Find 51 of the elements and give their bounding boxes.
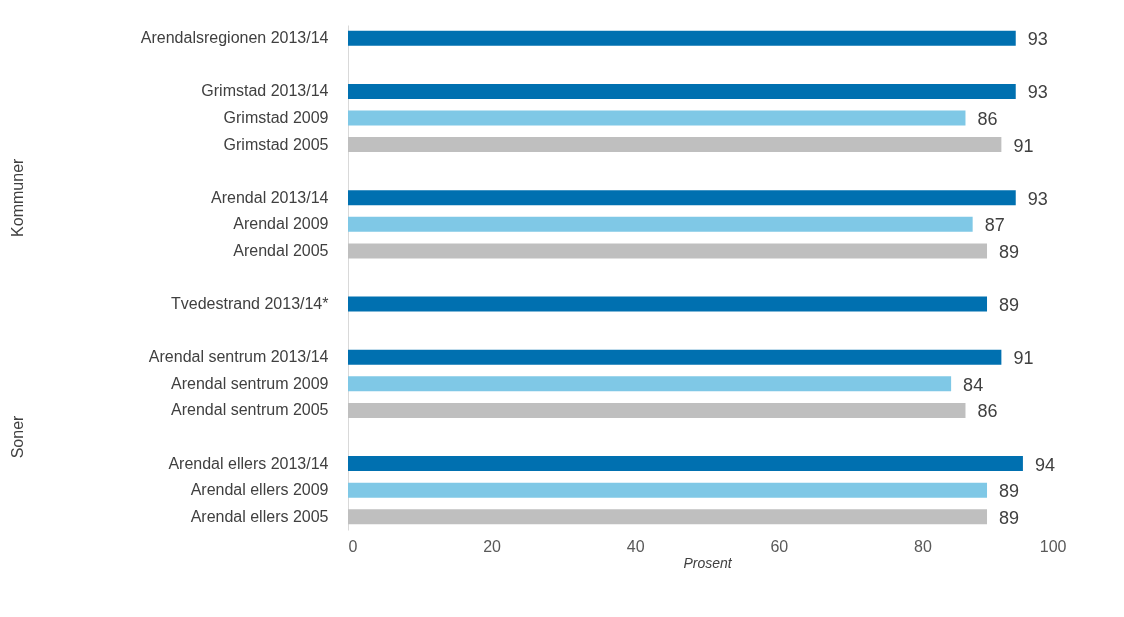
data-label: 91 bbox=[1013, 135, 1034, 156]
y-tick-label: Grimstad 2013/14 bbox=[201, 82, 329, 100]
data-label: 89 bbox=[999, 507, 1020, 528]
data-label: 89 bbox=[999, 241, 1020, 262]
text: Soner bbox=[9, 414, 26, 459]
y-tick-label: Arendal ellers 2009 bbox=[190, 481, 329, 499]
data-label: 87 bbox=[984, 215, 1005, 236]
bar bbox=[348, 296, 988, 312]
y-tick-label: Arendal 2005 bbox=[233, 241, 329, 259]
x-tick-label: 80 bbox=[914, 537, 932, 555]
y-tick-label: Arendal ellers 2005 bbox=[190, 507, 329, 525]
data-label: 89 bbox=[999, 481, 1020, 502]
bar bbox=[348, 110, 966, 126]
bar bbox=[348, 456, 1023, 472]
x-axis-title: Prosent bbox=[683, 554, 733, 571]
data-label: 86 bbox=[977, 401, 998, 422]
y-tick-label: Grimstad 2009 bbox=[223, 109, 329, 127]
y-tick-label: Arendal 2013/14 bbox=[211, 188, 329, 206]
x-tick-label: 100 bbox=[1039, 537, 1067, 555]
data-label: 93 bbox=[1027, 29, 1048, 50]
bar bbox=[348, 349, 1002, 365]
bar bbox=[348, 243, 988, 259]
data-label: 91 bbox=[1013, 348, 1034, 369]
bar bbox=[348, 482, 988, 498]
bar bbox=[348, 402, 966, 418]
y-tick-label: Arendal ellers 2013/14 bbox=[168, 454, 329, 472]
data-label: 93 bbox=[1027, 82, 1048, 103]
x-tick-label: 0 bbox=[348, 537, 358, 555]
y-tick-label: Arendal sentrum 2009 bbox=[171, 374, 329, 392]
x-tick-label: 40 bbox=[626, 537, 645, 555]
data-label: 94 bbox=[1034, 454, 1055, 475]
bar bbox=[348, 190, 1016, 206]
bar bbox=[348, 509, 988, 525]
bar bbox=[348, 376, 952, 392]
bar bbox=[348, 216, 973, 232]
x-tick-label: 20 bbox=[483, 537, 502, 555]
y-tick-label: Arendalsregionen 2013/14 bbox=[140, 29, 329, 47]
y-tick-label: Arendal 2009 bbox=[233, 215, 329, 233]
x-tick-label: 60 bbox=[770, 537, 789, 555]
y-tick-label: Grimstad 2005 bbox=[223, 135, 329, 153]
data-label: 86 bbox=[977, 109, 998, 130]
bar bbox=[348, 30, 1016, 46]
y-tick-label: Arendal sentrum 2013/14 bbox=[148, 348, 329, 366]
data-label: 84 bbox=[963, 374, 984, 395]
data-label: 93 bbox=[1027, 188, 1048, 209]
y-tick-label: Arendal sentrum 2005 bbox=[171, 401, 329, 419]
data-label: 89 bbox=[999, 295, 1020, 316]
bar bbox=[348, 137, 1002, 153]
text: Kommuner bbox=[9, 157, 26, 237]
bar bbox=[348, 83, 1016, 99]
y-tick-label: Tvedestrand 2013/14* bbox=[171, 295, 329, 313]
